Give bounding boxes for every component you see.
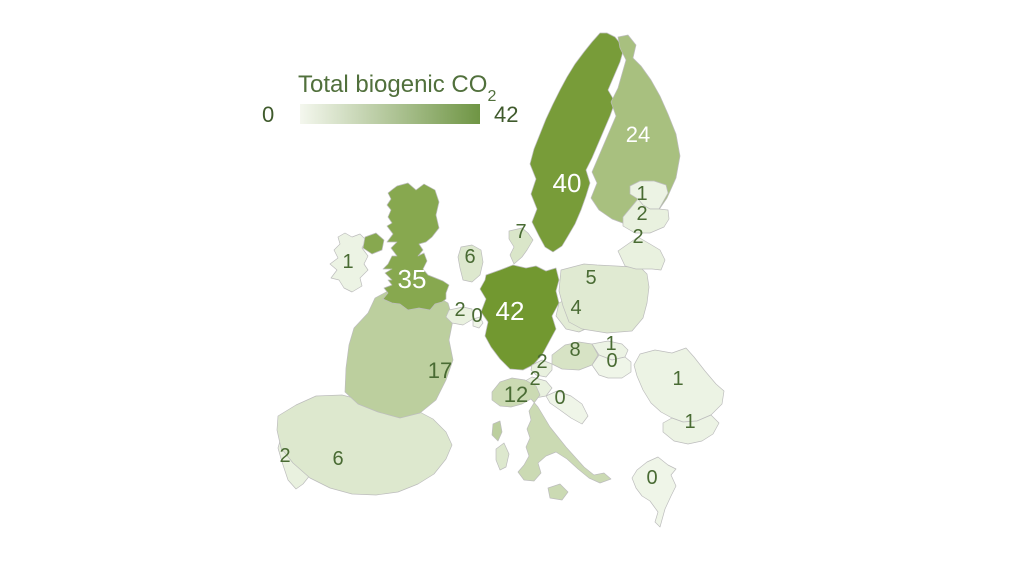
svg-text:0: 0 (262, 102, 274, 127)
svg-text:6: 6 (332, 448, 343, 470)
svg-text:1: 1 (342, 251, 353, 273)
svg-text:1: 1 (636, 183, 647, 205)
svg-text:2: 2 (632, 226, 643, 248)
svg-text:1: 1 (672, 368, 683, 390)
svg-text:12: 12 (504, 382, 528, 407)
svg-text:17: 17 (428, 358, 452, 383)
svg-text:0: 0 (646, 467, 657, 489)
svg-text:40: 40 (553, 168, 582, 198)
svg-text:2: 2 (529, 368, 540, 390)
svg-text:0: 0 (606, 350, 617, 372)
svg-text:8: 8 (569, 339, 580, 361)
svg-text:35: 35 (398, 264, 427, 294)
svg-text:2: 2 (279, 445, 290, 467)
svg-text:5: 5 (585, 267, 596, 289)
svg-text:7: 7 (515, 221, 526, 243)
svg-text:6: 6 (464, 246, 475, 268)
svg-text:0: 0 (471, 305, 482, 327)
svg-text:42: 42 (494, 102, 518, 127)
svg-text:24: 24 (626, 122, 650, 147)
svg-text:2: 2 (636, 203, 647, 225)
svg-text:0: 0 (554, 387, 565, 409)
svg-text:2: 2 (454, 299, 465, 321)
svg-text:4: 4 (570, 297, 581, 319)
svg-text:1: 1 (684, 411, 695, 433)
svg-text:42: 42 (496, 296, 525, 326)
